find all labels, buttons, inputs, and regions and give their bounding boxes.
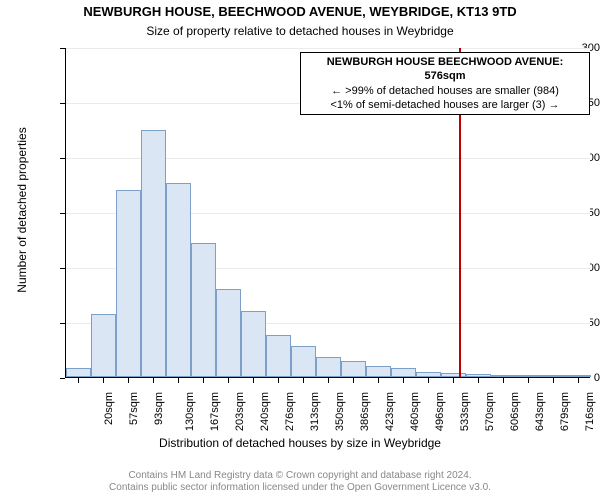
x-tick-label: 606sqm <box>509 392 521 431</box>
x-tick-label: 130sqm <box>184 392 196 431</box>
histogram-bar <box>241 311 266 377</box>
x-tick-mark <box>528 378 529 383</box>
x-axis-label: Distribution of detached houses by size … <box>0 436 600 450</box>
x-tick-mark <box>503 378 504 383</box>
x-tick-label: 679sqm <box>559 392 571 431</box>
x-tick-label: 57sqm <box>128 392 140 425</box>
x-tick-label: 423sqm <box>384 392 396 431</box>
x-tick-mark <box>78 378 79 383</box>
histogram-bar <box>116 190 141 377</box>
histogram-bar <box>416 372 441 378</box>
x-tick-mark <box>353 378 354 383</box>
histogram-bar <box>191 243 216 377</box>
chart-container: NEWBURGH HOUSE, BEECHWOOD AVENUE, WEYBRI… <box>0 0 600 500</box>
x-tick-mark <box>253 378 254 383</box>
x-tick-label: 643sqm <box>534 392 546 431</box>
x-tick-label: 167sqm <box>209 392 221 431</box>
x-tick-mark <box>303 378 304 383</box>
x-tick-mark <box>478 378 479 383</box>
x-tick-label: 350sqm <box>334 392 346 431</box>
x-tick-mark <box>128 378 129 383</box>
histogram-bar <box>541 375 566 377</box>
annotation-line1: NEWBURGH HOUSE BEECHWOOD AVENUE: 576sqm <box>305 55 585 84</box>
y-tick-mark <box>60 378 65 379</box>
x-tick-mark <box>403 378 404 383</box>
x-tick-label: 460sqm <box>409 392 421 431</box>
x-tick-label: 716sqm <box>584 392 596 431</box>
x-tick-mark <box>428 378 429 383</box>
histogram-bar <box>91 314 116 377</box>
y-axis-label: Number of detached properties <box>15 100 29 320</box>
histogram-bar <box>366 366 391 377</box>
x-tick-label: 203sqm <box>234 392 246 431</box>
x-tick-label: 240sqm <box>259 392 271 431</box>
x-tick-label: 570sqm <box>484 392 496 431</box>
gridline <box>66 48 590 49</box>
attribution-line1: Contains HM Land Registry data © Crown c… <box>0 470 600 482</box>
histogram-bar <box>141 130 166 378</box>
x-tick-mark <box>328 378 329 383</box>
x-tick-mark <box>378 378 379 383</box>
x-tick-mark <box>103 378 104 383</box>
x-tick-mark <box>553 378 554 383</box>
histogram-bar <box>166 183 191 377</box>
histogram-bar <box>441 373 466 377</box>
chart-title: NEWBURGH HOUSE, BEECHWOOD AVENUE, WEYBRI… <box>0 4 600 19</box>
histogram-bar <box>466 374 491 377</box>
x-tick-label: 386sqm <box>359 392 371 431</box>
attribution-line2: Contains public sector information licen… <box>0 482 600 494</box>
x-tick-mark <box>228 378 229 383</box>
x-tick-mark <box>178 378 179 383</box>
x-tick-mark <box>278 378 279 383</box>
histogram-bar <box>516 375 541 377</box>
x-tick-label: 313sqm <box>309 392 321 431</box>
histogram-bar <box>341 361 366 378</box>
x-tick-mark <box>578 378 579 383</box>
x-tick-label: 20sqm <box>103 392 115 425</box>
histogram-bar <box>316 357 341 377</box>
histogram-bar <box>566 375 591 377</box>
histogram-bar <box>391 368 416 377</box>
x-tick-label: 276sqm <box>284 392 296 431</box>
histogram-bar <box>491 375 516 377</box>
x-tick-mark <box>453 378 454 383</box>
x-tick-mark <box>153 378 154 383</box>
histogram-bar <box>291 346 316 377</box>
histogram-bar <box>66 368 91 377</box>
annotation-line3: <1% of semi-detached houses are larger (… <box>305 98 585 112</box>
attribution-text: Contains HM Land Registry data © Crown c… <box>0 470 600 494</box>
x-tick-label: 93sqm <box>153 392 165 425</box>
x-tick-label: 533sqm <box>459 392 471 431</box>
histogram-bar <box>266 335 291 377</box>
x-tick-mark <box>203 378 204 383</box>
annotation-box: NEWBURGH HOUSE BEECHWOOD AVENUE: 576sqm … <box>300 52 590 115</box>
histogram-bar <box>216 289 241 377</box>
x-tick-label: 496sqm <box>434 392 446 431</box>
annotation-line2: ← >99% of detached houses are smaller (9… <box>305 84 585 98</box>
chart-subtitle: Size of property relative to detached ho… <box>0 24 600 38</box>
